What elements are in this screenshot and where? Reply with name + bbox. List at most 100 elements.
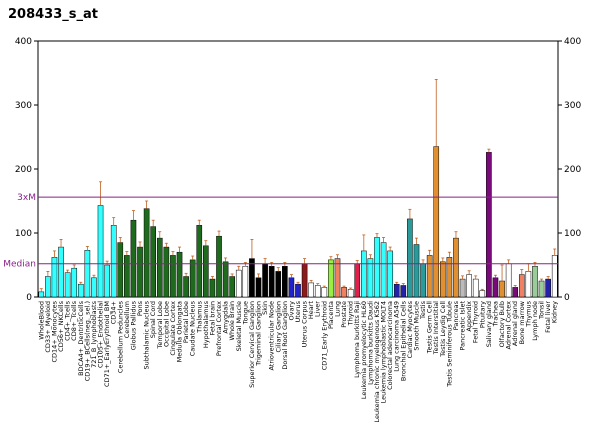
- x-tick-label: Pancreas: [452, 300, 460, 330]
- x-tick-label: CD71+_EarlyErythroid_BM: [103, 301, 111, 387]
- x-tick-label: Pancreatic Islet: [459, 301, 467, 351]
- bar: [328, 259, 334, 298]
- y2-tick-label: 300: [564, 101, 581, 111]
- x-tick-label: Bronchial Epithelial Cells: [399, 300, 407, 381]
- x-tick-label: Thyroid: [347, 301, 355, 326]
- bar: [156, 237, 163, 298]
- y-tick-label: 300: [15, 101, 32, 111]
- bar: [374, 237, 380, 298]
- x-tick-label: Thalamus: [195, 300, 203, 333]
- x-tick-label: Spinal Cord: [149, 301, 157, 338]
- x-tick-label: BDCA4+_DentriticCells: [77, 300, 85, 376]
- x-tick-label: Fetal brain: [208, 301, 216, 336]
- bar: [499, 280, 505, 298]
- bar: [472, 278, 479, 298]
- y-tick-label: 100: [15, 229, 32, 239]
- bar: [518, 274, 525, 298]
- x-tick-label: Dorsal Root Ganglion: [281, 301, 289, 370]
- bar: [183, 276, 189, 298]
- x-tick-label: 721_B_lymphoblasts: [90, 300, 98, 367]
- x-tick-label: Testis Seminiferous Tubule: [445, 301, 453, 388]
- x-tick-label: Liver: [314, 301, 322, 317]
- bar: [288, 277, 295, 298]
- bar: [196, 225, 203, 298]
- x-tick-label: Ciliary Ganglion: [274, 301, 282, 353]
- bar: [97, 205, 104, 298]
- bar: [255, 277, 262, 298]
- bar: [367, 258, 374, 298]
- bar: [124, 255, 130, 298]
- x-tick-label: CD71_Early Erythroid: [320, 301, 328, 370]
- x-tick-label: Olfactory Bulb: [498, 301, 506, 347]
- bar: [275, 271, 282, 298]
- x-tick-label: Tonsil: [538, 301, 546, 320]
- x-tick-label: Amygdala: [222, 301, 230, 334]
- bar: [479, 290, 486, 298]
- bar: [545, 278, 551, 298]
- x-tick-label: Atrioventricular Node: [268, 301, 276, 371]
- y-tick-label: 200: [15, 165, 32, 175]
- bar: [439, 261, 446, 298]
- bar: [170, 255, 176, 298]
- bar: [532, 266, 538, 298]
- x-tick-label: Leukemia chronic myelogenous K562: [373, 301, 381, 423]
- bar: [45, 276, 51, 298]
- y2-tick-label: 100: [564, 229, 581, 239]
- bar: [308, 282, 314, 298]
- bar: [163, 246, 170, 298]
- x-tick-label: Lung: [333, 301, 341, 317]
- x-tick-label: Cingulate Cortex: [169, 301, 177, 356]
- bar: [505, 263, 512, 298]
- x-tick-label: Kidney: [551, 301, 559, 323]
- x-tick-label: CD34+: [110, 301, 118, 324]
- bar: [150, 226, 157, 298]
- x-tick-label: CD33+_Myeloid: [44, 301, 52, 353]
- bar: [143, 208, 150, 298]
- bar: [334, 258, 341, 298]
- bar: [282, 266, 288, 298]
- x-tick-label: Ovary: [287, 301, 295, 321]
- x-tick-label: Testis Germ Cell: [426, 301, 434, 354]
- y2-tick-label: 200: [564, 165, 581, 175]
- bar: [176, 251, 183, 298]
- x-tick-label: Subthalamic Nucleus: [143, 300, 151, 369]
- x-tick-label: CD19+_BCells(neg._sel.): [83, 301, 91, 381]
- bar: [393, 283, 400, 298]
- x-tick-label: Cerebellum Peduncles: [116, 300, 124, 373]
- bar: [295, 283, 301, 298]
- bar: [387, 250, 393, 298]
- x-tick-label: Pons: [136, 300, 144, 316]
- y-tick-label: 0: [26, 293, 32, 303]
- x-tick-label: Hypothalamus: [202, 300, 210, 348]
- x-tick-label: Skin: [261, 301, 269, 315]
- bar: [58, 246, 64, 298]
- bar: [104, 264, 110, 298]
- bar: [203, 245, 209, 298]
- x-tick-label: Lymph node: [531, 301, 539, 341]
- x-tick-label: CD14+_Monocytes: [50, 300, 58, 362]
- bar: [209, 278, 216, 298]
- x-tick-label: Lung carcinoma A549: [393, 301, 401, 372]
- bar: [38, 291, 45, 298]
- x-tick-label: Smooth Muscle: [412, 301, 420, 351]
- bar: [341, 287, 347, 298]
- reference-label: 3xM: [17, 193, 36, 203]
- bar: [216, 235, 222, 298]
- bar: [551, 255, 558, 298]
- x-tick-label: Testis Leydig Cell: [439, 301, 447, 358]
- x-tick-label: Caudate Nucleus: [189, 300, 197, 356]
- bar: [347, 289, 354, 298]
- bar: [512, 287, 519, 298]
- x-tick-label: Trigeminal Ganglion: [255, 301, 263, 367]
- x-tick-label: Salivary gland: [485, 301, 493, 347]
- bar: [354, 263, 361, 298]
- bar: [453, 237, 459, 298]
- x-tick-label: Fetal liver: [544, 301, 552, 333]
- bar: [235, 269, 242, 298]
- bar: [189, 259, 196, 298]
- x-tick-label: Lymphoma burkitts Daudi: [366, 301, 374, 385]
- bar: [314, 285, 321, 298]
- bar: [426, 255, 433, 298]
- bar: [459, 278, 466, 298]
